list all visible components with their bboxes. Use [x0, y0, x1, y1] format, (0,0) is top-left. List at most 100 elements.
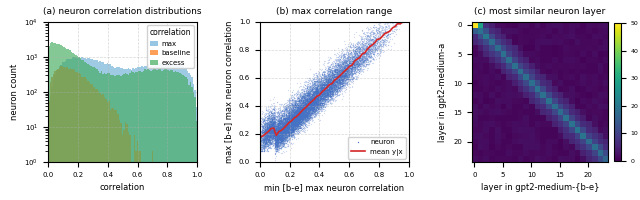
Point [294, 112, 304, 115]
Point [292, 105, 302, 108]
Point [365, 41, 376, 45]
Point [326, 84, 336, 88]
Point [272, 134, 282, 137]
Point [314, 104, 324, 108]
Point [319, 69, 330, 72]
Point [277, 144, 287, 147]
Point [278, 131, 289, 134]
Point [259, 140, 269, 144]
Point [280, 119, 291, 122]
Point [301, 113, 312, 116]
Point [263, 130, 273, 133]
Point [307, 94, 317, 97]
Point [323, 91, 333, 94]
Point [276, 129, 286, 132]
Point [326, 87, 336, 91]
Point [265, 129, 275, 132]
Point [358, 37, 368, 40]
Point [283, 127, 293, 130]
Point [372, 28, 383, 31]
Point [314, 92, 324, 95]
Point [314, 96, 324, 99]
Point [290, 125, 300, 128]
Point [294, 129, 305, 132]
Point [262, 142, 272, 145]
Point [326, 94, 337, 97]
Point [349, 51, 359, 54]
Point [280, 118, 290, 122]
Point [282, 129, 292, 132]
Point [257, 124, 268, 127]
Point [328, 72, 339, 75]
Point [282, 140, 292, 143]
Point [312, 87, 322, 90]
Point [348, 67, 358, 71]
Point [280, 127, 291, 131]
Point [285, 119, 295, 122]
Point [314, 80, 324, 83]
Point [280, 117, 290, 120]
Point [286, 120, 296, 123]
Point [274, 121, 284, 124]
Point [311, 96, 321, 99]
Point [331, 75, 341, 79]
Point [320, 94, 330, 97]
Point [280, 117, 291, 120]
Point [330, 86, 340, 89]
Point [303, 102, 314, 105]
Point [315, 99, 325, 102]
Point [294, 114, 305, 117]
Point [288, 128, 298, 131]
Point [308, 107, 319, 110]
Point [266, 124, 276, 127]
Point [287, 126, 298, 129]
Point [300, 106, 310, 109]
Point [323, 74, 333, 77]
Point [296, 108, 307, 111]
Bar [155, 69, 157, 200]
Point [282, 130, 292, 133]
Point [350, 59, 360, 63]
Point [287, 106, 298, 109]
Point [335, 60, 346, 63]
Point [305, 88, 316, 92]
Point [314, 99, 324, 103]
Point [337, 80, 348, 83]
Bar [134, 135, 136, 200]
Point [266, 141, 276, 144]
Point [342, 62, 353, 65]
Point [334, 82, 344, 85]
Point [255, 149, 266, 152]
Point [317, 89, 327, 92]
Point [310, 95, 320, 98]
Point [342, 72, 353, 75]
Point [271, 101, 282, 104]
Point [324, 81, 334, 84]
Point [273, 138, 283, 141]
Point [321, 79, 332, 82]
Point [304, 112, 314, 116]
Point [336, 83, 346, 86]
Point [348, 61, 358, 64]
Point [282, 108, 292, 111]
Point [309, 97, 319, 100]
Point [274, 140, 284, 143]
Point [367, 49, 377, 52]
Point [335, 63, 346, 67]
Point [292, 116, 302, 119]
Point [264, 123, 275, 126]
Point [321, 80, 332, 83]
Point [335, 79, 345, 82]
Point [297, 109, 307, 112]
Point [312, 104, 323, 107]
Point [284, 112, 294, 116]
Point [348, 76, 358, 79]
Point [270, 132, 280, 135]
Point [361, 43, 371, 46]
Point [304, 116, 314, 120]
Point [294, 118, 305, 121]
Point [382, 38, 392, 41]
Point [351, 52, 361, 55]
Point [285, 118, 295, 121]
Point [279, 115, 289, 118]
